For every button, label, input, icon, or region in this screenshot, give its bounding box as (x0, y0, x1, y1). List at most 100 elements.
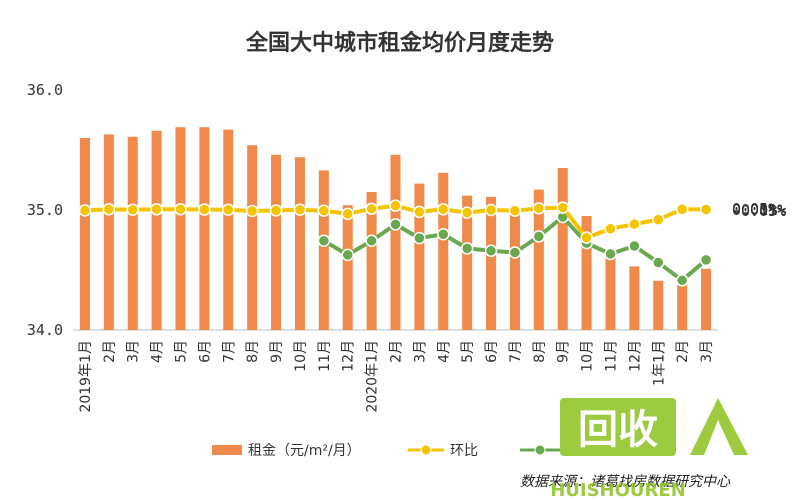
y-right-tick-label: 0.05% (732, 200, 777, 218)
rent-bar (271, 154, 282, 330)
x-tick-label: 2月 (102, 340, 118, 363)
mom-point (269, 204, 283, 217)
x-tick-label: 5月 (460, 340, 476, 363)
legend-marker-green (534, 444, 546, 456)
x-tick-label: 12月 (627, 340, 643, 372)
x-tick-label: 3月 (126, 340, 142, 363)
rent-bar (438, 172, 449, 330)
y-right-tick-label: 0.03% (732, 200, 777, 218)
rent-bar (629, 266, 640, 330)
rent-bar (223, 129, 234, 330)
y-right-tick-label: -0.03% (732, 202, 786, 220)
mom-point (174, 203, 187, 216)
legend: 租金（元/m²/月） 环比 (212, 443, 560, 459)
x-tick-label: 11月 (317, 340, 333, 372)
mom-point (508, 204, 522, 217)
green-point (341, 248, 354, 262)
mom-point (198, 203, 211, 216)
x-tick-label: 10月 (293, 340, 309, 372)
watermark-text: 回收 (578, 407, 658, 453)
mom-point (78, 204, 92, 217)
y-left-tick-label: 34.0 (27, 321, 63, 339)
green-point (437, 227, 450, 241)
rent-bar (175, 127, 186, 330)
green-point (652, 256, 665, 269)
mom-point (628, 217, 641, 231)
mom-point (126, 203, 139, 217)
green-point (675, 274, 689, 287)
green-point (317, 234, 331, 247)
mom-point (532, 202, 546, 215)
rent-bar (653, 280, 664, 330)
mom-point (341, 207, 354, 221)
mom-point (317, 204, 331, 217)
green-point (532, 230, 546, 243)
rent-bar (677, 284, 688, 330)
source-note: 数据来源：诸葛找房数据研究中心 (520, 474, 731, 490)
green-point (389, 218, 402, 231)
rent-bar (366, 192, 377, 330)
mom-point (150, 203, 163, 216)
rent-bar (509, 206, 520, 330)
rent-bar (103, 134, 114, 330)
y-right-tick-label: 0.01% (732, 201, 777, 219)
x-tick-label: 10月 (580, 340, 596, 372)
rent-bar (414, 183, 425, 330)
x-tick-label: 5月 (174, 340, 190, 363)
x-tick-label-2021: 1年1月 (651, 340, 667, 386)
series-lines (78, 199, 713, 287)
x-tick-label: 3月 (412, 340, 428, 363)
y-right-tick-label: -0.05% (732, 202, 786, 220)
mom-point (389, 199, 402, 212)
x-tick-label: 4月 (150, 340, 166, 363)
x-tick-labels: 2019年1月 2月 3月 4月 5月 6月 7月 8月 9月 10月 11月 12月 2020年1月 2… (78, 340, 715, 413)
mom-point (222, 203, 235, 217)
x-tick-label: 4月 (436, 340, 452, 363)
x-tick-label: 7月 (508, 340, 524, 363)
x-tick-label: 8月 (245, 340, 261, 363)
x-tick-label: 3月 (699, 340, 715, 363)
x-tick-label: 6月 (484, 340, 500, 363)
rent-bar (342, 205, 353, 330)
mom-point (556, 201, 569, 214)
x-tick-label: 2019年1月 (78, 340, 94, 413)
rent-bar (486, 196, 497, 330)
x-tick-label: 6月 (197, 340, 213, 363)
green-point (413, 231, 426, 245)
chart-title: 全国大中城市租金均价月度走势 (245, 30, 554, 56)
x-tick-label: 2020年1月 (365, 340, 381, 413)
legend-swatch-rent (212, 445, 242, 455)
mom-point (675, 203, 689, 216)
legend-label-mom: 环比 (450, 443, 478, 459)
rent-bar (581, 216, 592, 330)
x-tick-label: 7月 (221, 340, 237, 363)
mom-point (102, 203, 116, 216)
mom-point (245, 204, 259, 218)
green-point (460, 242, 474, 255)
rent-bar (79, 138, 90, 330)
x-tick-label: 2月 (675, 340, 691, 363)
rent-bar (294, 157, 305, 330)
x-tick-label: 9月 (269, 340, 285, 363)
rent-bar (318, 170, 329, 330)
rent-bar (462, 195, 473, 330)
watermark-leaf-icon (690, 398, 748, 455)
mom-point (484, 203, 498, 217)
y-right-tick-label: -0.01% (732, 201, 786, 219)
y-left-tick-label: 35.0 (27, 201, 63, 219)
rent-bar (151, 130, 162, 330)
rent-bar (127, 136, 138, 330)
rent-bar (390, 154, 401, 330)
mom-point (413, 205, 426, 219)
mom-point (652, 213, 665, 226)
green-point (508, 246, 522, 259)
x-tick-label: 11月 (604, 340, 620, 372)
axes: 34.0 35.0 36.0 -0.05%-0.03%-0.01%0.01%0.03%… (27, 81, 786, 339)
rent-bar (247, 145, 258, 330)
x-tick-label: 9月 (556, 340, 572, 363)
legend-marker-mom (420, 444, 432, 456)
mom-point (437, 203, 450, 216)
rent-bar (605, 249, 616, 330)
watermark-logo: 回收 HUISHOUREN (550, 398, 748, 500)
